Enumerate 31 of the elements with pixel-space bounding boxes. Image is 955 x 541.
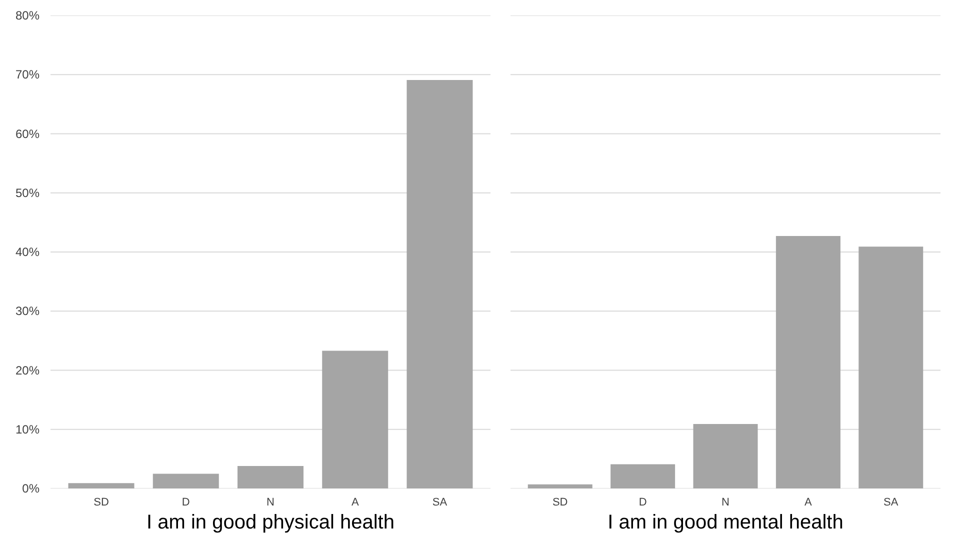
- bar: [68, 483, 134, 488]
- bar: [322, 350, 388, 488]
- x-tick-label: N: [722, 496, 730, 508]
- y-tick-label: 80%: [15, 8, 40, 22]
- x-tick-label: N: [266, 496, 275, 508]
- x-axis-title: I am in good physical health: [146, 512, 394, 534]
- x-tick-label: A: [804, 496, 813, 508]
- y-tick-label: 20%: [15, 363, 40, 378]
- bar: [152, 474, 219, 488]
- y-tick-label: 10%: [15, 422, 40, 436]
- bar: [406, 80, 473, 488]
- x-tick-label: SA: [432, 496, 448, 508]
- x-tick-label: D: [638, 496, 647, 508]
- bar: [776, 236, 840, 488]
- bar: [610, 464, 676, 488]
- y-tick-label: 40%: [15, 245, 40, 259]
- x-tick-label: SD: [94, 496, 109, 508]
- bar: [693, 424, 758, 488]
- x-tick-label: A: [351, 496, 360, 508]
- x-tick-label: SD: [552, 496, 568, 508]
- bar: [858, 246, 924, 488]
- y-tick-label: 30%: [15, 304, 40, 318]
- y-tick-label: 50%: [15, 186, 40, 200]
- bar: [238, 466, 304, 488]
- y-tick-label: 60%: [15, 126, 40, 141]
- x-axis-title: I am in good mental health: [608, 512, 844, 534]
- x-tick-label: SA: [884, 496, 899, 508]
- y-tick-label: 70%: [15, 68, 40, 82]
- x-tick-label: D: [182, 496, 190, 508]
- y-tick-label: 0%: [22, 482, 40, 496]
- bar: [528, 484, 592, 488]
